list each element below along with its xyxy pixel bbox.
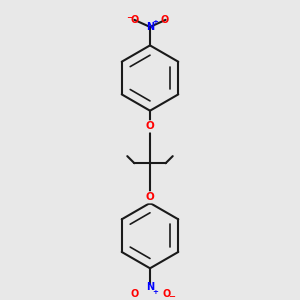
Text: −: − <box>168 292 175 300</box>
Text: +: + <box>152 19 158 25</box>
Text: O: O <box>146 192 154 202</box>
Text: O: O <box>160 15 168 25</box>
Text: N: N <box>146 22 154 32</box>
Text: O: O <box>146 121 154 131</box>
Text: +: + <box>152 289 158 295</box>
Text: O: O <box>130 15 139 25</box>
Text: O: O <box>163 289 171 299</box>
Text: O: O <box>130 289 139 299</box>
Text: N: N <box>146 282 154 292</box>
Text: −: − <box>126 13 133 22</box>
